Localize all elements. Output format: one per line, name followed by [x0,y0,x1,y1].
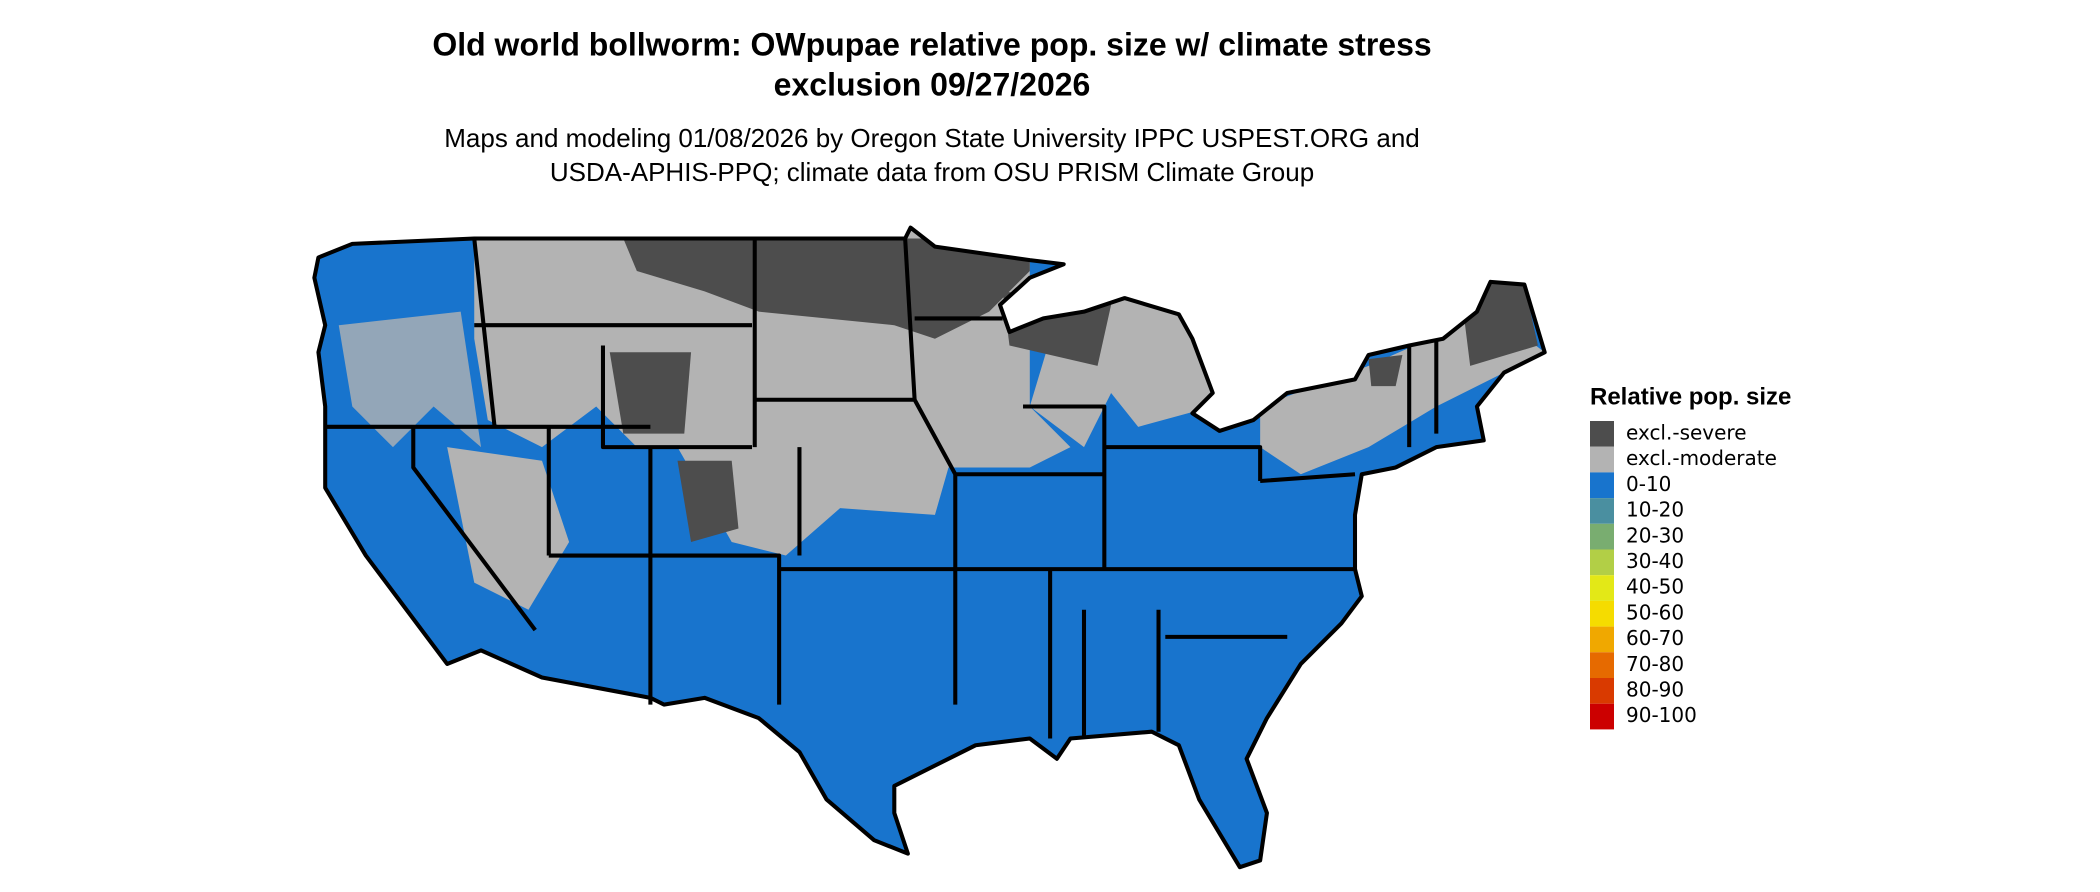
legend-swatch [1590,703,1614,730]
region-excl-severe [677,460,739,542]
legend-label: 20-30 [1626,523,1684,547]
legend-swatch [1590,523,1614,550]
legend-label: excl.-severe [1626,421,1747,445]
legend-swatch [1590,652,1614,678]
legend-label: 10-20 [1626,498,1684,522]
legend-label: 50-60 [1626,600,1684,624]
region-excl-moderate [338,311,482,448]
region-excl-severe [623,238,1030,339]
legend-swatch [1590,498,1614,524]
legend-label: excl.-moderate [1626,446,1777,470]
legend-swatch [1590,626,1614,653]
legend-swatch [1590,600,1614,627]
legend-swatch [1590,472,1614,499]
region-excl-severe [609,352,692,434]
legend-label: 60-70 [1626,626,1684,650]
legend-swatch [1590,575,1614,601]
legend-label: 70-80 [1626,652,1684,676]
subtitle-line: USDA-APHIS-PPQ; climate data from OSU PR… [550,157,1314,187]
title-line: exclusion 09/27/2026 [774,66,1091,102]
title-line: Old world bollworm: OWpupae relative pop… [432,26,1431,62]
legend-label: 0-10 [1626,472,1671,496]
region-excl-moderate [447,447,570,610]
legend-label: 30-40 [1626,549,1684,573]
legend-label: 40-50 [1626,575,1684,599]
legend-swatch [1590,421,1614,447]
region-excl-severe [1368,355,1403,387]
subtitle-line: Maps and modeling 01/08/2026 by Oregon S… [444,123,1420,153]
legend: excl.-severeexcl.-moderate0-1010-2020-30… [1590,421,1777,730]
legend-label: 90-100 [1626,703,1697,727]
legend-title: Relative pop. size [1590,383,1791,410]
map [271,203,1626,892]
state-borders [325,238,1439,739]
legend-swatch [1590,549,1614,576]
legend-swatch [1590,678,1614,704]
legend-swatch [1590,446,1614,473]
legend-label: 80-90 [1626,678,1684,702]
